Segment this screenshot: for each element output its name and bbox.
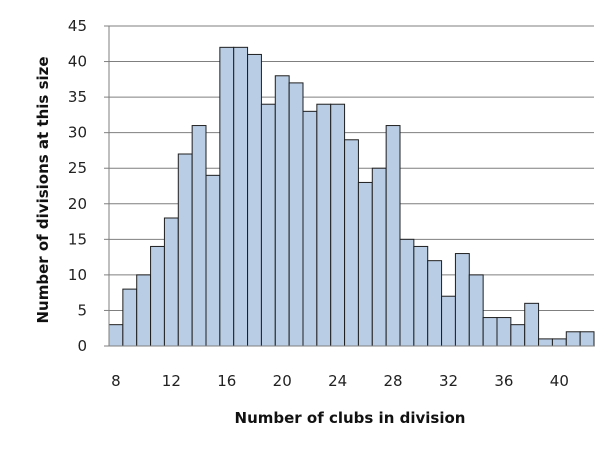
- y-tick-label: 20: [68, 195, 87, 213]
- y-tick-label: 0: [77, 337, 87, 355]
- bar-19: [260, 103, 276, 347]
- y-tick-label: 35: [68, 88, 87, 106]
- bar-10: [136, 274, 152, 347]
- y-tick-label: 15: [68, 230, 87, 248]
- bar-11: [150, 245, 165, 347]
- bar-28: [385, 125, 401, 347]
- y-tick-labels: 0 5 10 15 20 25 30 35 40 45: [68, 17, 87, 355]
- y-tick-label: 40: [68, 53, 87, 71]
- x-tick-label: 36: [494, 372, 513, 390]
- y-tick-label: 30: [68, 124, 87, 142]
- bar-21: [288, 82, 304, 347]
- bar-14: [191, 125, 207, 347]
- x-tick-label: 16: [217, 372, 236, 390]
- x-tick-label: 28: [384, 372, 403, 390]
- bar-9: [122, 288, 138, 347]
- bar-36: [496, 317, 512, 347]
- bar-37: [510, 324, 526, 347]
- bar-23: [316, 103, 332, 347]
- bar-29: [399, 238, 415, 347]
- x-tick-label: 40: [550, 372, 569, 390]
- bar-39: [538, 338, 553, 347]
- bar-38: [524, 302, 540, 347]
- bar-22: [302, 110, 318, 347]
- bar-26: [357, 181, 373, 347]
- bar-20: [274, 75, 290, 347]
- bar-30: [413, 245, 429, 347]
- bar-32: [441, 295, 456, 347]
- y-axis-title: Number of divisions at this size: [34, 56, 52, 323]
- bar-41: [565, 331, 581, 347]
- bars: [108, 46, 595, 347]
- bar-25: [344, 139, 359, 347]
- y-tick-label: 10: [68, 266, 87, 284]
- x-tick-label: 8: [111, 372, 121, 390]
- bar-31: [427, 260, 443, 347]
- bar-34: [468, 274, 484, 347]
- bar-16: [219, 46, 235, 347]
- x-tick-labels: 8 12 16 20 24 28 32 36 40: [111, 372, 569, 390]
- x-tick-label: 12: [162, 372, 181, 390]
- bar-13: [177, 153, 193, 347]
- x-tick-label: 32: [439, 372, 458, 390]
- bar-42: [579, 331, 595, 347]
- bar-35: [482, 317, 498, 347]
- bar-33: [454, 253, 470, 347]
- axes: [104, 25, 594, 347]
- bar-18: [247, 53, 262, 347]
- bar-8: [108, 324, 124, 347]
- y-tick-label: 25: [68, 159, 87, 177]
- bar-24: [330, 103, 346, 347]
- bar-40: [551, 338, 567, 347]
- bar-27: [371, 167, 387, 347]
- x-tick-label: 24: [328, 372, 347, 390]
- x-tick-label: 20: [273, 372, 292, 390]
- bar-15: [205, 174, 221, 347]
- y-tick-label: 45: [68, 17, 87, 35]
- bar-12: [163, 217, 179, 347]
- x-axis-title: Number of clubs in division: [235, 409, 466, 427]
- bar-17: [233, 46, 249, 347]
- y-tick-label: 5: [77, 301, 87, 319]
